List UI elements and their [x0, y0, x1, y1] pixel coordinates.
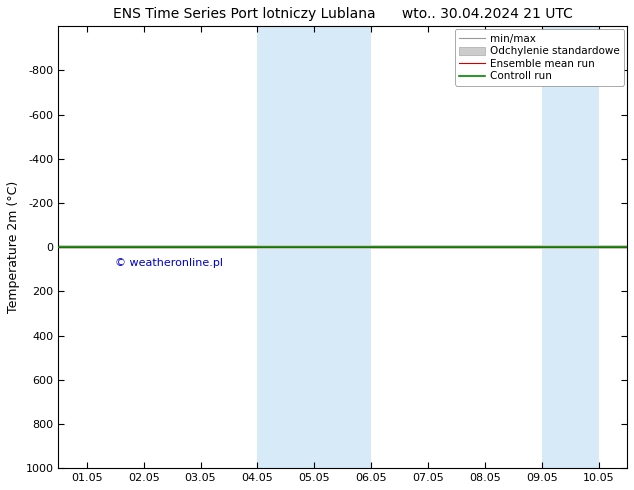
Text: © weatheronline.pl: © weatheronline.pl: [115, 258, 223, 269]
Bar: [314, 26, 371, 468]
Legend: min/max, Odchylenie standardowe, Ensemble mean run, Controll run: min/max, Odchylenie standardowe, Ensembl…: [455, 29, 624, 86]
Y-axis label: Temperature 2m (°C): Temperature 2m (°C): [7, 181, 20, 314]
Title: ENS Time Series Port lotniczy Lublana      wto.. 30.04.2024 21 UTC: ENS Time Series Port lotniczy Lublana wt…: [113, 7, 573, 21]
Bar: [541, 26, 598, 468]
Bar: [257, 26, 314, 468]
